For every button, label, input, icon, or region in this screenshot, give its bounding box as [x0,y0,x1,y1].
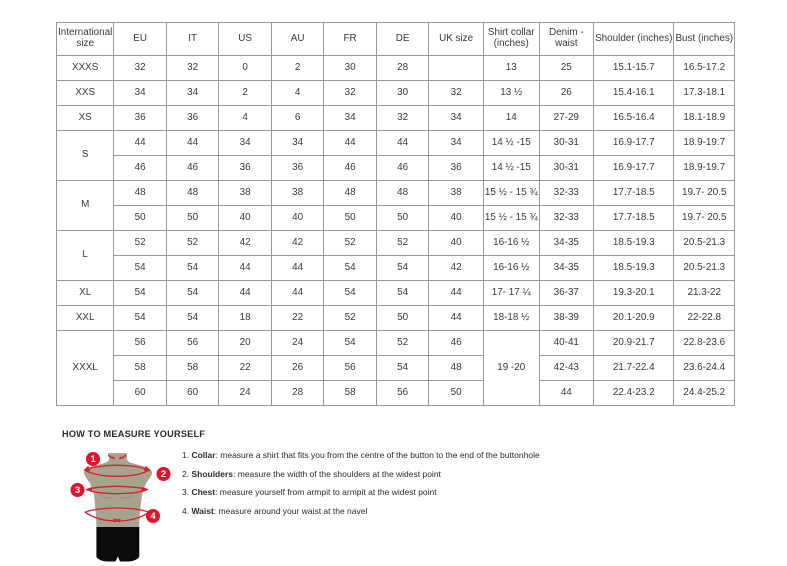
svg-text:2: 2 [161,469,166,480]
svg-text:4: 4 [150,511,156,522]
svg-text:1: 1 [90,454,96,465]
svg-text:3: 3 [75,485,80,496]
